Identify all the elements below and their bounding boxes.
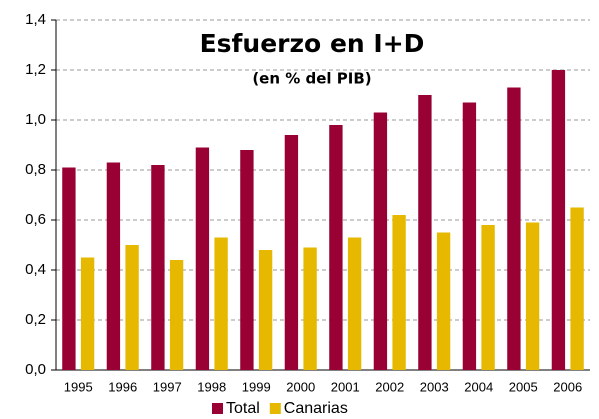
bar [436,232,451,370]
bar [258,250,273,370]
bar [169,260,184,370]
bar [106,162,121,370]
bar [481,225,495,370]
y-tick-label: 0,0 [25,361,46,378]
bar [507,87,521,370]
x-tick-label: 2001 [331,379,360,394]
bar [195,147,210,370]
y-tick-label: 0,4 [25,261,46,278]
bar [347,237,362,370]
x-tick-label: 1996 [108,379,137,394]
x-tick-label: 2004 [464,379,493,394]
x-tick-label: 2005 [509,379,538,394]
x-tick-label: 2002 [375,379,404,394]
bar [418,95,432,370]
bar [329,125,343,370]
x-tick-label: 1997 [153,379,182,394]
bar [214,237,228,370]
legend-label: Total [226,400,260,417]
legend-label: Canarias [284,400,348,417]
x-tick-label: 1995 [64,379,93,394]
bar [80,257,95,370]
y-tick-label: 0,6 [25,211,46,228]
bar [240,150,254,370]
bar [551,70,566,370]
bar [525,222,540,370]
y-tick-label: 0,8 [25,161,46,178]
chart-subtitle: (en % del PIB) [252,70,371,88]
bar [392,215,406,370]
y-tick-label: 1,4 [25,11,46,28]
bar [303,247,317,370]
legend-swatch [212,403,223,414]
y-tick-label: 0,2 [25,311,46,328]
x-tick-label: 1998 [197,379,226,394]
bar [373,112,388,370]
bar [462,102,477,370]
x-tick-label: 1999 [242,379,271,394]
chart-title: Esfuerzo en I+D [200,29,425,58]
legend-swatch [269,403,281,414]
bar [62,167,76,370]
x-tick-label: 2006 [553,379,582,394]
y-tick-label: 1,0 [25,111,46,128]
bar [284,135,299,370]
x-tick-label: 2000 [286,379,315,394]
y-tick-label: 1,2 [25,61,46,78]
x-tick-label: 2003 [420,379,449,394]
bar [151,165,165,370]
bar [125,245,139,370]
bar [570,207,584,370]
